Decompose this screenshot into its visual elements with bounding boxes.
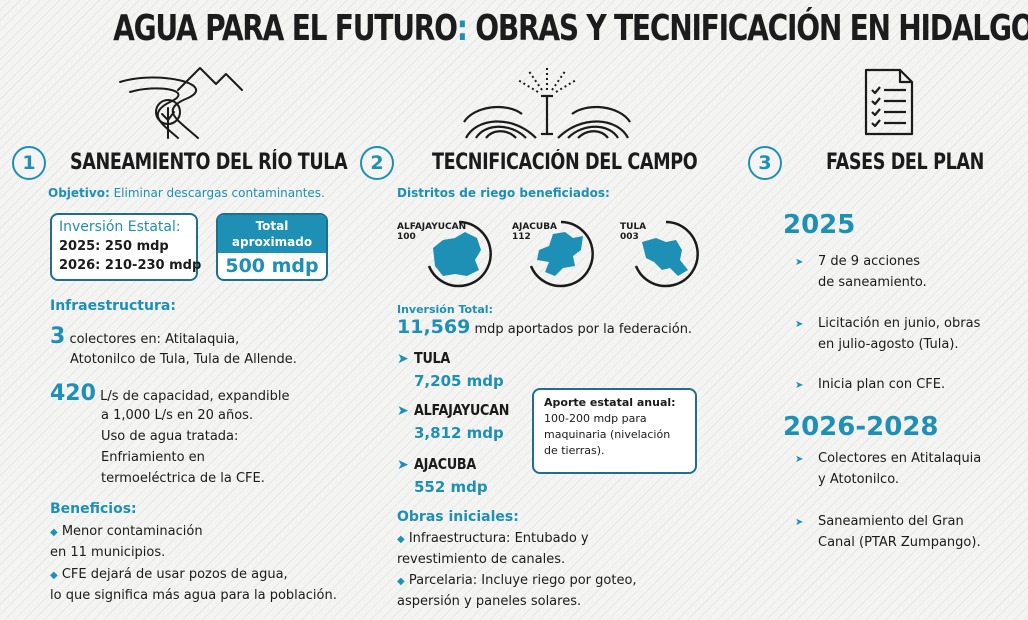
total-header: Total aproximado [218, 215, 326, 253]
phase-2025-item-2: ➤ [795, 313, 803, 335]
objective-line: Objetivo: Eliminar descargas contaminant… [48, 186, 325, 200]
municipality-alfajayucan-value: 3,812 mdp [414, 424, 504, 442]
district-ajacuba-map [529, 220, 594, 288]
benefit-1-line-2: en 11 municipios. [50, 545, 166, 560]
diamond-bullet-icon: ◆ [50, 570, 58, 581]
inversion-title: Inversión Estatal: [59, 219, 181, 235]
phase-2026-item-2: ➤ [795, 511, 803, 533]
capacity-line-4: Enfriamiento en [101, 450, 205, 465]
section-3-title: FASES DEL PLAN [826, 150, 984, 175]
diamond-bullet-icon: ◆ [397, 576, 405, 587]
district-alfajayucan-label: ALFAJAYUCAN 100 [397, 222, 467, 242]
municipality-ajacuba: ➤ AJACUBA [397, 455, 476, 473]
districts-label: Distritos de riego beneficiados: [397, 186, 610, 200]
municipality-tula: ➤ TULA [397, 349, 450, 367]
arrow-icon: ➤ [397, 403, 409, 419]
diamond-bullet-icon: ◆ [50, 527, 58, 538]
aporte-title: Aporte estatal anual: [544, 396, 676, 409]
section-1-title: SANEAMIENTO DEL RÍO TULA [70, 150, 348, 175]
colectores-line: 3 colectores en: Atitalaquia, [50, 324, 240, 349]
total-value: 500 mdp [225, 255, 319, 277]
capacity-line-5: termoeléctrica de la CFE. [101, 471, 265, 486]
capacity-line-3: Uso de agua tratada: [101, 429, 239, 444]
arrow-icon: ➤ [795, 380, 804, 391]
obras-iniciales-label: Obras iniciales: [397, 509, 519, 525]
obra-1: ◆ Infraestructura: Entubado y [397, 531, 589, 546]
arrow-icon: ➤ [795, 517, 804, 528]
municipality-ajacuba-value: 552 mdp [414, 478, 488, 496]
phase-2025-item-3: ➤ [795, 374, 803, 396]
checklist-document-icon [864, 68, 914, 136]
phase-2025-item-1: ➤ [795, 251, 803, 273]
benefit-1: ◆ Menor contaminación [50, 524, 203, 539]
inversion-2025: 2025: 250 mdp [59, 239, 169, 254]
colectores-line-2: Atotonilco de Tula, Tula de Allende. [70, 352, 297, 367]
municipality-alfajayucan: ➤ ALFAJAYUCAN [397, 401, 510, 419]
page-title: AGUA PARA EL FUTURO: OBRAS Y TECNIFICACI… [113, 8, 1028, 49]
diamond-bullet-icon: ◆ [397, 534, 405, 545]
section-1-number: 1 [12, 146, 46, 180]
inversion-estatal-box: Inversión Estatal: 2025: 250 mdp 2026: 2… [50, 213, 202, 281]
phase-2026-item-1: ➤ [795, 448, 803, 470]
year-2026-2028: 2026-2028 [783, 412, 939, 442]
obra-1-line-2: revestimiento de canales. [397, 552, 566, 567]
sprinkler-field-icon [463, 66, 631, 139]
district-alfajayucan-map [427, 220, 492, 288]
arrow-icon: ➤ [795, 257, 804, 268]
inversion-total-label: Inversión Total: [397, 303, 493, 316]
district-tula-label: TULA 003 [620, 222, 647, 242]
section-3-number: 3 [748, 146, 782, 180]
section-2-number: 2 [360, 146, 394, 180]
inversion-total-line: 11,569 mdp aportados por la federación. [397, 316, 693, 338]
obra-2-line-2: aspersión y paneles solares. [397, 594, 582, 609]
total-aproximado-box: Total aproximado 500 mdp [216, 213, 328, 281]
inversion-2026: 2026: 210-230 mdp [59, 258, 202, 273]
arrow-icon: ➤ [795, 454, 804, 465]
capacity-line-2: a 1,000 L/s en 20 años. [101, 408, 254, 423]
section-2-title: TECNIFICACIÓN DEL CAMPO [432, 150, 698, 175]
river-mountain-icon [119, 67, 243, 139]
beneficios-label: Beneficios: [50, 501, 137, 517]
obra-2: ◆ Parcelaria: Incluye riego por goteo, [397, 573, 637, 588]
benefit-2-line-2: lo que significa más agua para la poblac… [50, 588, 337, 603]
year-2025: 2025 [783, 210, 856, 240]
municipality-tula-value: 7,205 mdp [414, 372, 504, 390]
district-ajacuba-label: AJACUBA 112 [512, 222, 558, 242]
district-tula-map [634, 220, 699, 288]
arrow-icon: ➤ [397, 351, 409, 367]
infraestructura-label: Infraestructura: [50, 298, 176, 314]
arrow-icon: ➤ [795, 319, 804, 330]
capacity-line: 420 L/s de capacidad, expandible [50, 381, 290, 406]
aporte-estatal-box: Aporte estatal anual: 100-200 mdp para m… [532, 388, 697, 474]
benefit-2: ◆ CFE dejará de usar pozos de agua, [50, 567, 288, 582]
arrow-icon: ➤ [397, 457, 409, 473]
